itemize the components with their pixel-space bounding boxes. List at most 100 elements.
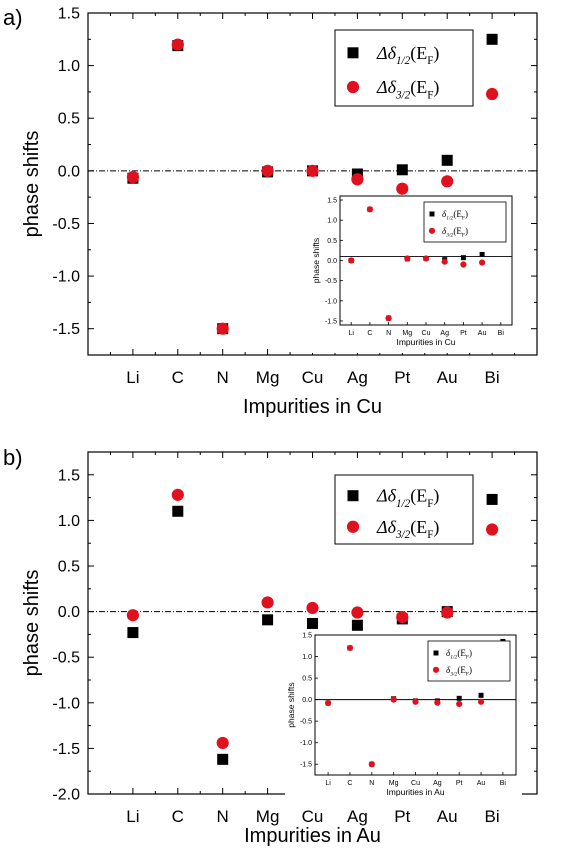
- inset-legend: δ1/2(EF)δ3/2(EF): [423, 201, 507, 243]
- inset-legend-label-close: ): [469, 648, 472, 658]
- x-tick-label: Pt: [394, 368, 410, 387]
- inset-legend-label-subscript: 3/2: [445, 233, 453, 239]
- inset-legend-label-symbol: δ: [442, 209, 447, 219]
- x-axis-title: Impurities in Au: [244, 825, 381, 847]
- inset-legend-label-subscript: 3/2: [449, 672, 457, 678]
- inset-legend-label-close: ): [465, 209, 468, 219]
- y-tick-label: 1.5: [58, 6, 80, 23]
- legend-label-subscript: 3/2: [395, 89, 411, 101]
- series-three-halves: [126, 38, 499, 335]
- inset-legend-label-paren: (E: [453, 226, 462, 236]
- legend-label-symbol: Δδ: [376, 486, 397, 506]
- panel-label: b): [3, 445, 23, 470]
- inset-legend-label-symbol: δ: [442, 226, 447, 236]
- inset-legend-label: δ1/2(EF): [446, 648, 472, 661]
- y-tick-label: 0.0: [58, 163, 80, 180]
- inset-x-tick-label: Li: [348, 330, 354, 337]
- inset-x-tick-label: Pt: [456, 780, 463, 787]
- legend: Δδ1/2(EF)Δδ3/2(EF): [334, 474, 474, 545]
- x-tick-label: Ag: [347, 807, 368, 826]
- x-tick-label: C: [172, 807, 184, 826]
- inset-y-tick-label: 1.0: [327, 218, 337, 225]
- y-axis-title: phase shifts: [21, 131, 43, 238]
- legend-label-subscript: 3/2: [395, 529, 411, 541]
- panel-label: a): [3, 5, 23, 30]
- legend-label-fermi: F: [427, 498, 433, 510]
- inset-legend-label-paren: (E: [453, 209, 462, 219]
- x-tick-label: C: [172, 368, 184, 387]
- inset-y-axis-title: phase shifts: [286, 682, 296, 727]
- series-three-halves: [126, 488, 499, 750]
- data-point-bi: [486, 87, 499, 101]
- inset-y-tick-label: -1.0: [325, 298, 337, 305]
- inset-data-point-pt: [456, 695, 462, 701]
- inset-legend-label-subscript: 1/2: [450, 655, 457, 661]
- inset-x-tick-label: Au: [478, 330, 487, 337]
- data-point-pt: [396, 182, 409, 195]
- data-point-au: [441, 154, 453, 166]
- data-point-mg: [262, 614, 274, 626]
- inset-legend-label-fermi: F: [462, 233, 465, 239]
- data-point-bi: [486, 523, 499, 536]
- inset-legend-box: [423, 201, 507, 243]
- x-axis-title: Impurities in Cu: [243, 396, 382, 418]
- y-tick-label: 1.0: [58, 58, 80, 75]
- y-tick-label: -1.5: [52, 741, 80, 758]
- legend-box: [334, 474, 474, 545]
- data-point-li: [126, 609, 139, 622]
- x-tick-label: Li: [126, 368, 139, 387]
- inset-y-tick-label: -1.0: [300, 740, 312, 747]
- inset-data-point-au: [478, 259, 486, 266]
- y-tick-label: 0.5: [58, 111, 80, 128]
- legend-label-paren: (E: [410, 77, 427, 98]
- inset-legend-marker: [433, 650, 439, 656]
- inset-data-point-cu: [412, 698, 419, 705]
- legend-label-close: ): [433, 486, 439, 507]
- legend-label-close: ): [433, 517, 439, 538]
- inset-data-point-mg: [390, 696, 397, 703]
- x-tick-label: Mg: [256, 368, 280, 387]
- inset-x-tick-label: Ag: [433, 780, 442, 787]
- inset-x-tick-label: C: [367, 330, 372, 337]
- legend-label-symbol: Δδ: [376, 517, 397, 537]
- inset-y-tick-label: -1.5: [325, 318, 337, 325]
- x-tick-label: Cu: [302, 807, 324, 826]
- inset-data-point-c: [346, 644, 354, 652]
- inset-data-point-pt: [460, 255, 466, 261]
- inset-x-tick-label: Li: [325, 780, 331, 787]
- legend-label-paren: (E: [410, 517, 427, 538]
- legend-box: [334, 29, 474, 107]
- y-tick-label: 1.0: [58, 513, 80, 530]
- legend-label-paren: (E: [410, 486, 427, 507]
- x-tick-label: Mg: [256, 807, 280, 826]
- legend: Δδ1/2(EF)Δδ3/2(EF): [334, 29, 474, 107]
- data-point-c: [172, 505, 184, 517]
- inset-y-tick-label: 0.5: [327, 238, 337, 245]
- x-tick-label: Cu: [302, 368, 324, 387]
- inset-y-tick-label: -0.5: [300, 719, 312, 726]
- inset-y-tick-label: 0.0: [327, 258, 337, 265]
- legend-label-close: ): [433, 43, 439, 64]
- inset-data-point-pt: [456, 700, 463, 708]
- inset-data-point-li: [348, 257, 355, 264]
- legend-label: Δδ3/2(EF): [376, 77, 439, 101]
- inset-data-point-au: [478, 692, 484, 698]
- inset-legend-marker: [429, 211, 435, 217]
- legend-marker: [346, 80, 360, 94]
- legend-label-close: ): [433, 77, 439, 98]
- x-tick-label: N: [217, 807, 229, 826]
- data-point-ag: [351, 606, 364, 619]
- inset-legend-label-fermi: F: [462, 216, 465, 222]
- legend-label-paren: (E: [410, 43, 427, 64]
- inset-legend-label-paren: (E: [457, 665, 466, 675]
- data-point-c: [171, 488, 184, 501]
- inset-data-point-ag: [434, 699, 441, 706]
- y-tick-label: -1.0: [52, 269, 80, 286]
- inset-legend-label-symbol: δ: [446, 665, 451, 675]
- inset-data-point-c: [366, 206, 374, 213]
- inset-y-tick-label: 1.5: [327, 198, 337, 205]
- data-point-cu: [307, 617, 318, 629]
- legend-label-subscript: 1/2: [396, 55, 411, 67]
- chart-panel-a: a) 1.5 1.0 0.5 0.0 -0.5 -1.0 -1.5 Li C N Mg Cu Ag Pt Au…: [3, 5, 538, 418]
- legend-label-subscript: 1/2: [396, 498, 411, 510]
